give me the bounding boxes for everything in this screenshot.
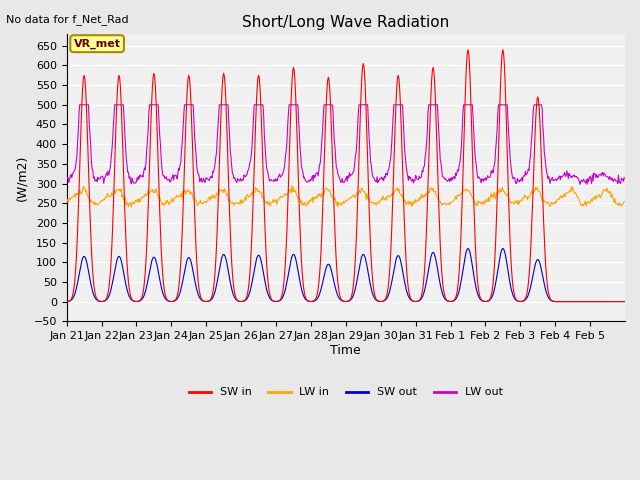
Y-axis label: (W/m2): (W/m2) bbox=[15, 155, 28, 201]
X-axis label: Time: Time bbox=[330, 344, 361, 357]
Title: Short/Long Wave Radiation: Short/Long Wave Radiation bbox=[242, 15, 449, 30]
Text: No data for f_Net_Rad: No data for f_Net_Rad bbox=[6, 14, 129, 25]
Text: VR_met: VR_met bbox=[74, 38, 120, 49]
Legend: SW in, LW in, SW out, LW out: SW in, LW in, SW out, LW out bbox=[184, 383, 508, 402]
